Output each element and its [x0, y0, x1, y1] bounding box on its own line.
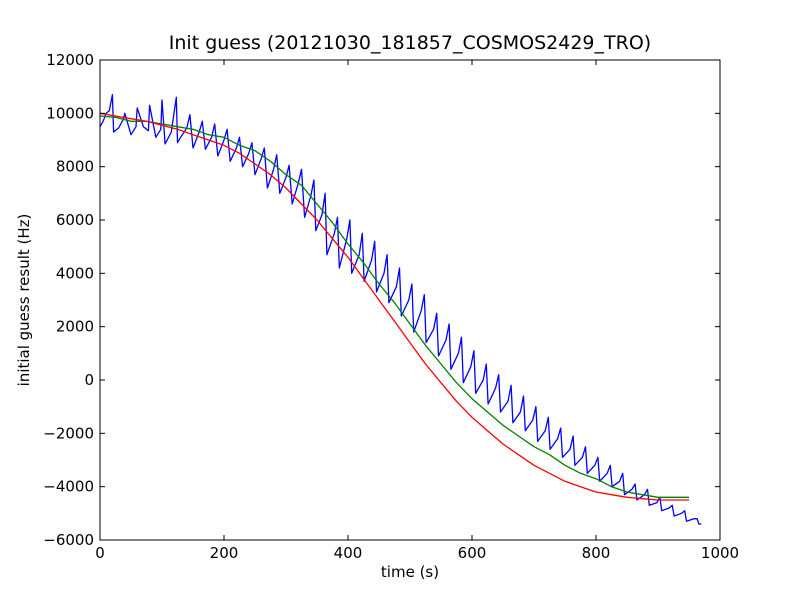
- y-tick-label: 6000: [56, 211, 94, 229]
- series-line-1: [99, 115, 689, 498]
- y-tick-label: 2000: [56, 318, 94, 336]
- x-tick-label: 1000: [701, 544, 739, 562]
- x-tick-label: 800: [582, 544, 611, 562]
- y-tick-label: 4000: [56, 264, 94, 282]
- series-line-2: [99, 112, 689, 501]
- chart-title: Init guess (20121030_181857_COSMOS2429_T…: [169, 32, 651, 54]
- x-tick-label: 400: [334, 544, 363, 562]
- y-axis-label: initial guess result (Hz): [15, 214, 33, 387]
- y-tick-label: 12000: [46, 51, 94, 69]
- plot-area: 0 200 400 600 800 1000 −6000 −4000 −2000 0 2000 400…: [43, 51, 739, 562]
- x-tick-label: 600: [458, 544, 487, 562]
- y-tick-label: 10000: [46, 104, 94, 122]
- x-axis-label: time (s): [381, 563, 439, 581]
- y-tick-label: 8000: [56, 158, 94, 176]
- y-tick-label: −6000: [43, 531, 94, 549]
- x-tick-label: 0: [95, 544, 105, 562]
- y-tick-label: 0: [84, 371, 94, 389]
- y-tick-label: −2000: [43, 424, 94, 442]
- x-tick-label: 200: [210, 544, 239, 562]
- series-line-0: [99, 94, 702, 525]
- axes-frame: [99, 59, 721, 541]
- y-tick-label: −4000: [43, 478, 94, 496]
